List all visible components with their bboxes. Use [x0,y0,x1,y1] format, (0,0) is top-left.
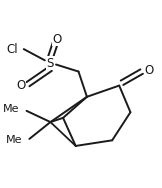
Text: Cl: Cl [6,43,18,56]
Text: Me: Me [3,105,20,114]
Text: S: S [47,57,54,70]
Text: O: O [53,33,62,46]
Text: O: O [145,64,154,77]
Text: O: O [16,79,25,92]
Text: Me: Me [6,135,22,145]
